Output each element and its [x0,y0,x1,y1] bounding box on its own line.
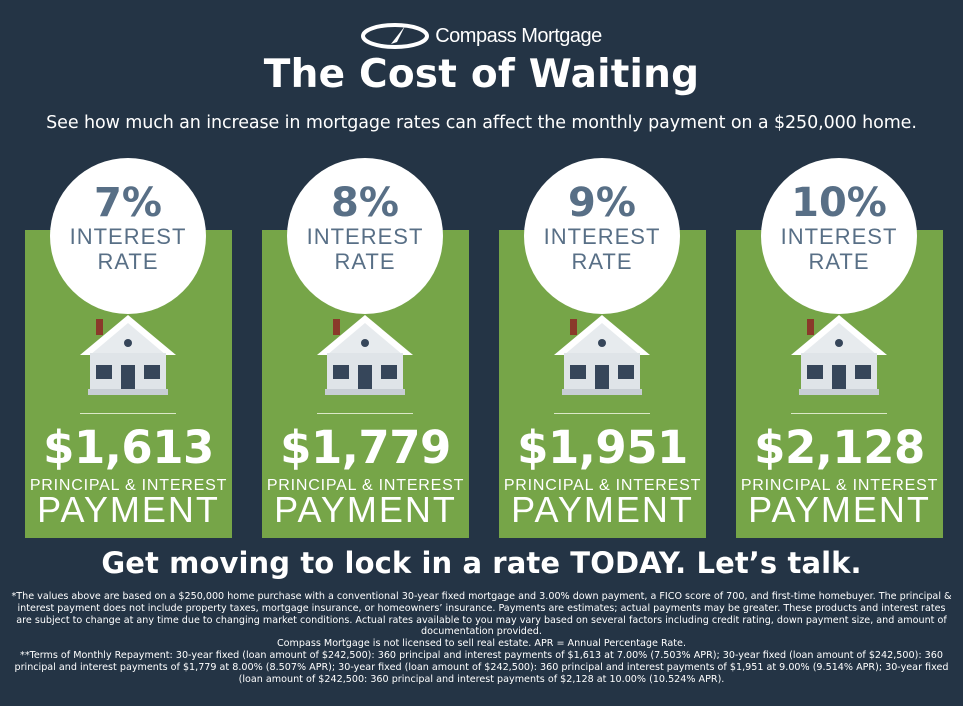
house-icon [791,315,887,395]
house-icon [80,315,176,395]
rate-label-interest: INTEREST [780,224,898,249]
payment-label-big: PAYMENT [37,489,220,530]
disclaimer-assumptions: *The values above are based on a $250,00… [11,591,952,638]
rate-value: 8% [331,180,399,226]
rate-label-interest: INTEREST [543,224,661,249]
payment-amount: $1,613 [43,421,214,474]
brand-name: Compass Mortgage [435,24,602,47]
rate-value: 7% [94,180,162,226]
rate-label-interest: INTEREST [306,224,424,249]
payment-label-big: PAYMENT [511,489,694,530]
compass-swoosh-icon [361,23,430,49]
payment-amount: $1,779 [280,421,451,474]
payment-label-big: PAYMENT [748,489,931,530]
rate-circle: 10% INTEREST RATE [761,158,917,314]
payment-amount: $2,128 [754,421,925,474]
rate-label-rate: RATE [97,249,159,274]
rate-circle: 9% INTEREST RATE [524,158,680,314]
house-icon [554,315,650,395]
house-icon [317,315,413,395]
rate-label-rate: RATE [334,249,396,274]
disclaimer-repayment-terms: **Terms of Monthly Repayment: 30-year fi… [14,649,949,685]
page-title: The Cost of Waiting [263,52,700,97]
rate-value: 9% [568,180,636,226]
rate-label-interest: INTEREST [69,224,187,249]
card-divider [791,413,887,414]
payment-label-small: PRINCIPAL & INTEREST [266,477,465,494]
disclaimer: *The values above are based on a $250,00… [10,591,953,685]
rate-label-rate: RATE [808,249,870,274]
rate-value: 10% [791,180,887,226]
rate-label-rate: RATE [571,249,633,274]
payment-amount: $1,951 [517,421,688,474]
disclaimer-licensing: Compass Mortgage is not licensed to sell… [276,638,686,650]
payment-label-small: PRINCIPAL & INTEREST [503,477,702,494]
brand-logo: Compass Mortgage [0,22,963,50]
page-subtitle: See how much an increase in mortgage rat… [46,113,917,133]
payment-label-big: PAYMENT [274,489,457,530]
card-divider [80,413,176,414]
card-divider [317,413,413,414]
card-divider [554,413,650,414]
payment-label-small: PRINCIPAL & INTEREST [29,477,228,494]
call-to-action: Get moving to lock in a rate TODAY. Let’… [101,546,862,580]
rate-circle: 8% INTEREST RATE [287,158,443,314]
rate-circle: 7% INTEREST RATE [50,158,206,314]
payment-label-small: PRINCIPAL & INTEREST [740,477,939,494]
